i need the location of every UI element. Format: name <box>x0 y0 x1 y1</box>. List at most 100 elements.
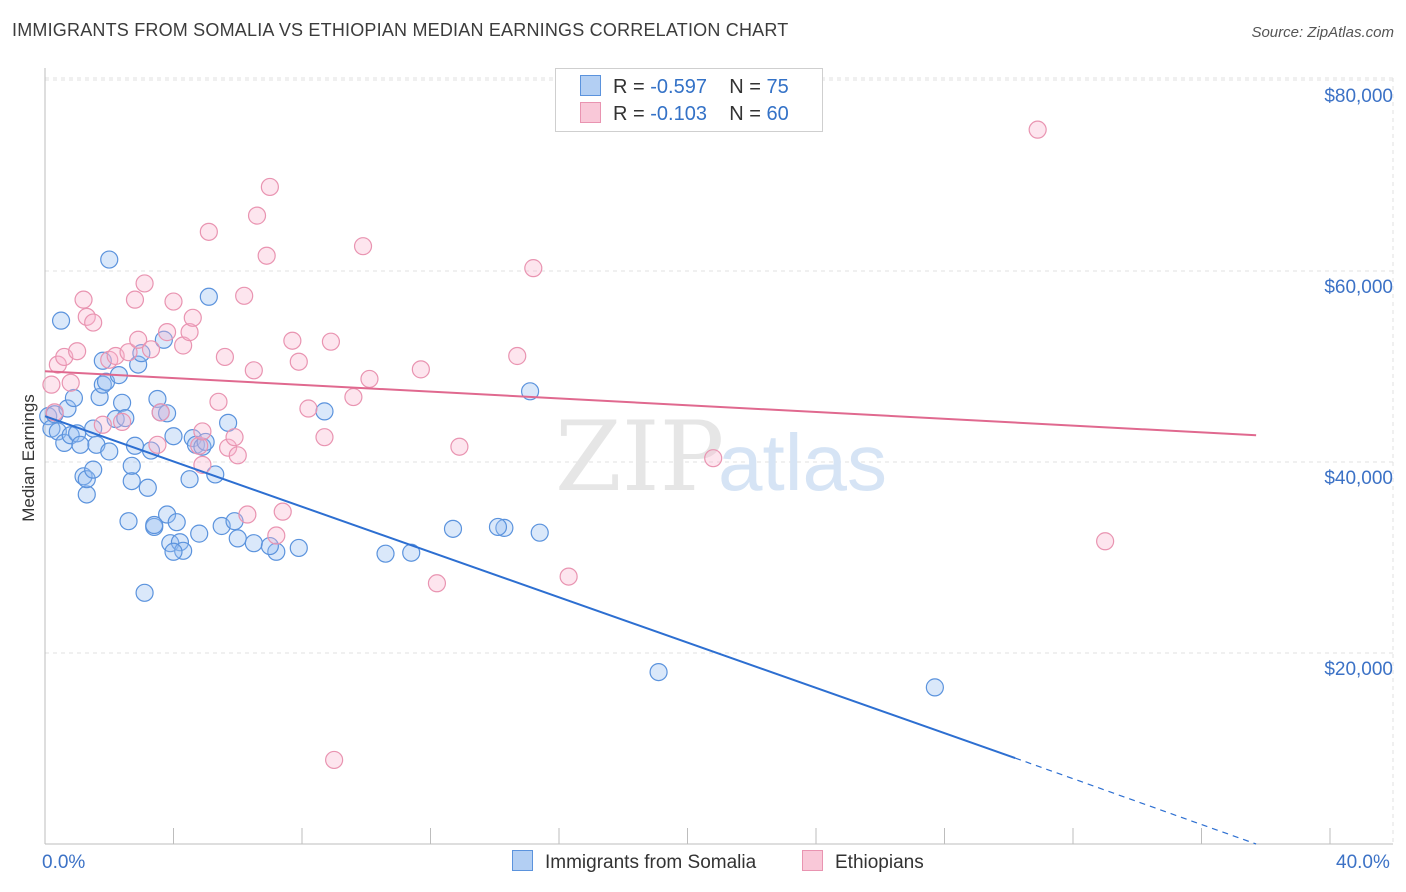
somalia-point <box>145 515 164 535</box>
ethiopian-point <box>45 403 64 422</box>
ethiopian-point <box>68 342 87 361</box>
r-label: R = <box>613 76 645 98</box>
ethiopian-point <box>559 567 578 586</box>
somalia-point <box>84 460 103 479</box>
ethiopian-point <box>119 343 138 362</box>
legend-label-ethiopians: Ethiopians <box>835 852 924 873</box>
somalia-point <box>61 426 80 445</box>
somalia-point <box>244 534 263 553</box>
y-tick-20000: $20,000 <box>1324 659 1393 680</box>
ethiopian-point <box>84 313 103 332</box>
somalia-point <box>77 470 96 489</box>
ethiopian-point <box>48 355 67 374</box>
somalia-swatch <box>580 75 601 96</box>
ethiopian-point <box>112 412 132 431</box>
r-value-ethiopians: -0.103 <box>650 103 707 125</box>
watermark: ZIP atlas <box>555 401 887 513</box>
ethiopian-point <box>135 274 154 293</box>
somalia-point <box>112 393 132 412</box>
n-label: N = <box>729 103 761 125</box>
chart-title: IMMIGRANTS FROM SOMALIA VS ETHIOPIAN MED… <box>12 20 789 40</box>
r-label: R = <box>613 103 645 125</box>
somalia-point <box>289 538 308 558</box>
somalia-trend-extension <box>1014 757 1257 845</box>
ethiopian-trend-line <box>44 370 1257 437</box>
n-label: N = <box>729 76 761 98</box>
somalia-point <box>488 517 508 537</box>
y-tick-60000: $60,000 <box>1324 277 1393 298</box>
somalia-point <box>199 287 218 306</box>
somalia-point <box>93 375 112 394</box>
ethiopian-point <box>299 399 318 418</box>
ethiopian-point <box>228 446 247 465</box>
ethiopian-point <box>235 286 254 305</box>
r-value-somalia: -0.597 <box>650 76 707 98</box>
y-tick-80000: $80,000 <box>1324 86 1393 107</box>
ethiopian-point <box>61 373 80 392</box>
ethiopian-point <box>193 422 212 441</box>
y-tick-40000: $40,000 <box>1324 468 1393 489</box>
ethiopian-point <box>225 428 244 447</box>
somalia-swatch <box>512 850 533 871</box>
somalia-point <box>495 518 514 537</box>
somalia-point <box>51 311 71 330</box>
ethiopian-point <box>74 290 93 309</box>
somalia-point <box>174 541 193 560</box>
ethiopian-point <box>148 435 167 454</box>
ethiopian-point <box>427 574 447 593</box>
ethiopians-swatch <box>802 850 823 871</box>
ethiopian-point <box>141 340 161 359</box>
legend-label-somalia: Immigrants from Somalia <box>545 852 757 873</box>
somalia-point <box>138 478 157 497</box>
ethiopian-point <box>157 323 177 342</box>
ethiopian-point <box>238 505 257 524</box>
ethiopian-point <box>1028 120 1047 139</box>
somalia-point <box>443 519 463 538</box>
somalia-point <box>164 427 183 446</box>
somalia-point <box>520 382 540 401</box>
ethiopian-point <box>353 237 373 256</box>
watermark-zip: ZIP <box>555 401 724 513</box>
somalia-point <box>157 404 177 423</box>
somalia-point <box>180 470 199 489</box>
bottom-legend-somalia: Immigrants from Somalia <box>512 850 756 874</box>
somalia-point <box>100 442 119 461</box>
ethiopian-point <box>344 387 363 407</box>
somalia-point <box>119 512 138 531</box>
somalia-point <box>64 388 84 408</box>
ethiopian-point <box>93 415 112 434</box>
ethiopian-point <box>125 290 145 309</box>
ethiopian-point <box>283 331 302 350</box>
x-tick-max: 40.0% <box>1336 852 1390 873</box>
ethiopian-point <box>247 206 267 225</box>
ethiopian-point <box>42 375 61 394</box>
ethiopians-swatch <box>580 102 601 123</box>
ethiopian-point <box>508 346 527 366</box>
somalia-point <box>135 583 154 602</box>
ethiopian-point <box>450 437 469 456</box>
somalia-point <box>190 524 209 543</box>
ethiopian-point <box>524 259 543 278</box>
n-value-ethiopians: 60 <box>766 103 789 125</box>
somalia-point <box>157 505 177 524</box>
ethiopian-point <box>267 526 286 545</box>
somalia-point <box>530 523 549 542</box>
stats-legend: R = -0.597 N = 75 R = -0.103 N = 60 <box>555 68 823 132</box>
somalia-point <box>122 456 141 475</box>
ethiopian-point <box>164 292 183 311</box>
legend-row-somalia: R = -0.597 N = 75 <box>580 75 789 99</box>
somalia-point <box>132 344 151 363</box>
y-axis-label: Median Earnings <box>19 394 38 522</box>
ethiopian-point <box>273 502 292 521</box>
somalia-point <box>376 544 395 563</box>
ethiopian-point <box>209 392 228 411</box>
somalia-point <box>55 433 74 452</box>
somalia-point <box>74 467 93 486</box>
somalia-point <box>649 662 668 682</box>
somalia-points <box>39 250 944 697</box>
axes <box>44 68 1393 845</box>
ethiopian-point <box>411 360 430 379</box>
somalia-point <box>77 485 96 504</box>
x-tick-min: 0.0% <box>42 852 86 873</box>
